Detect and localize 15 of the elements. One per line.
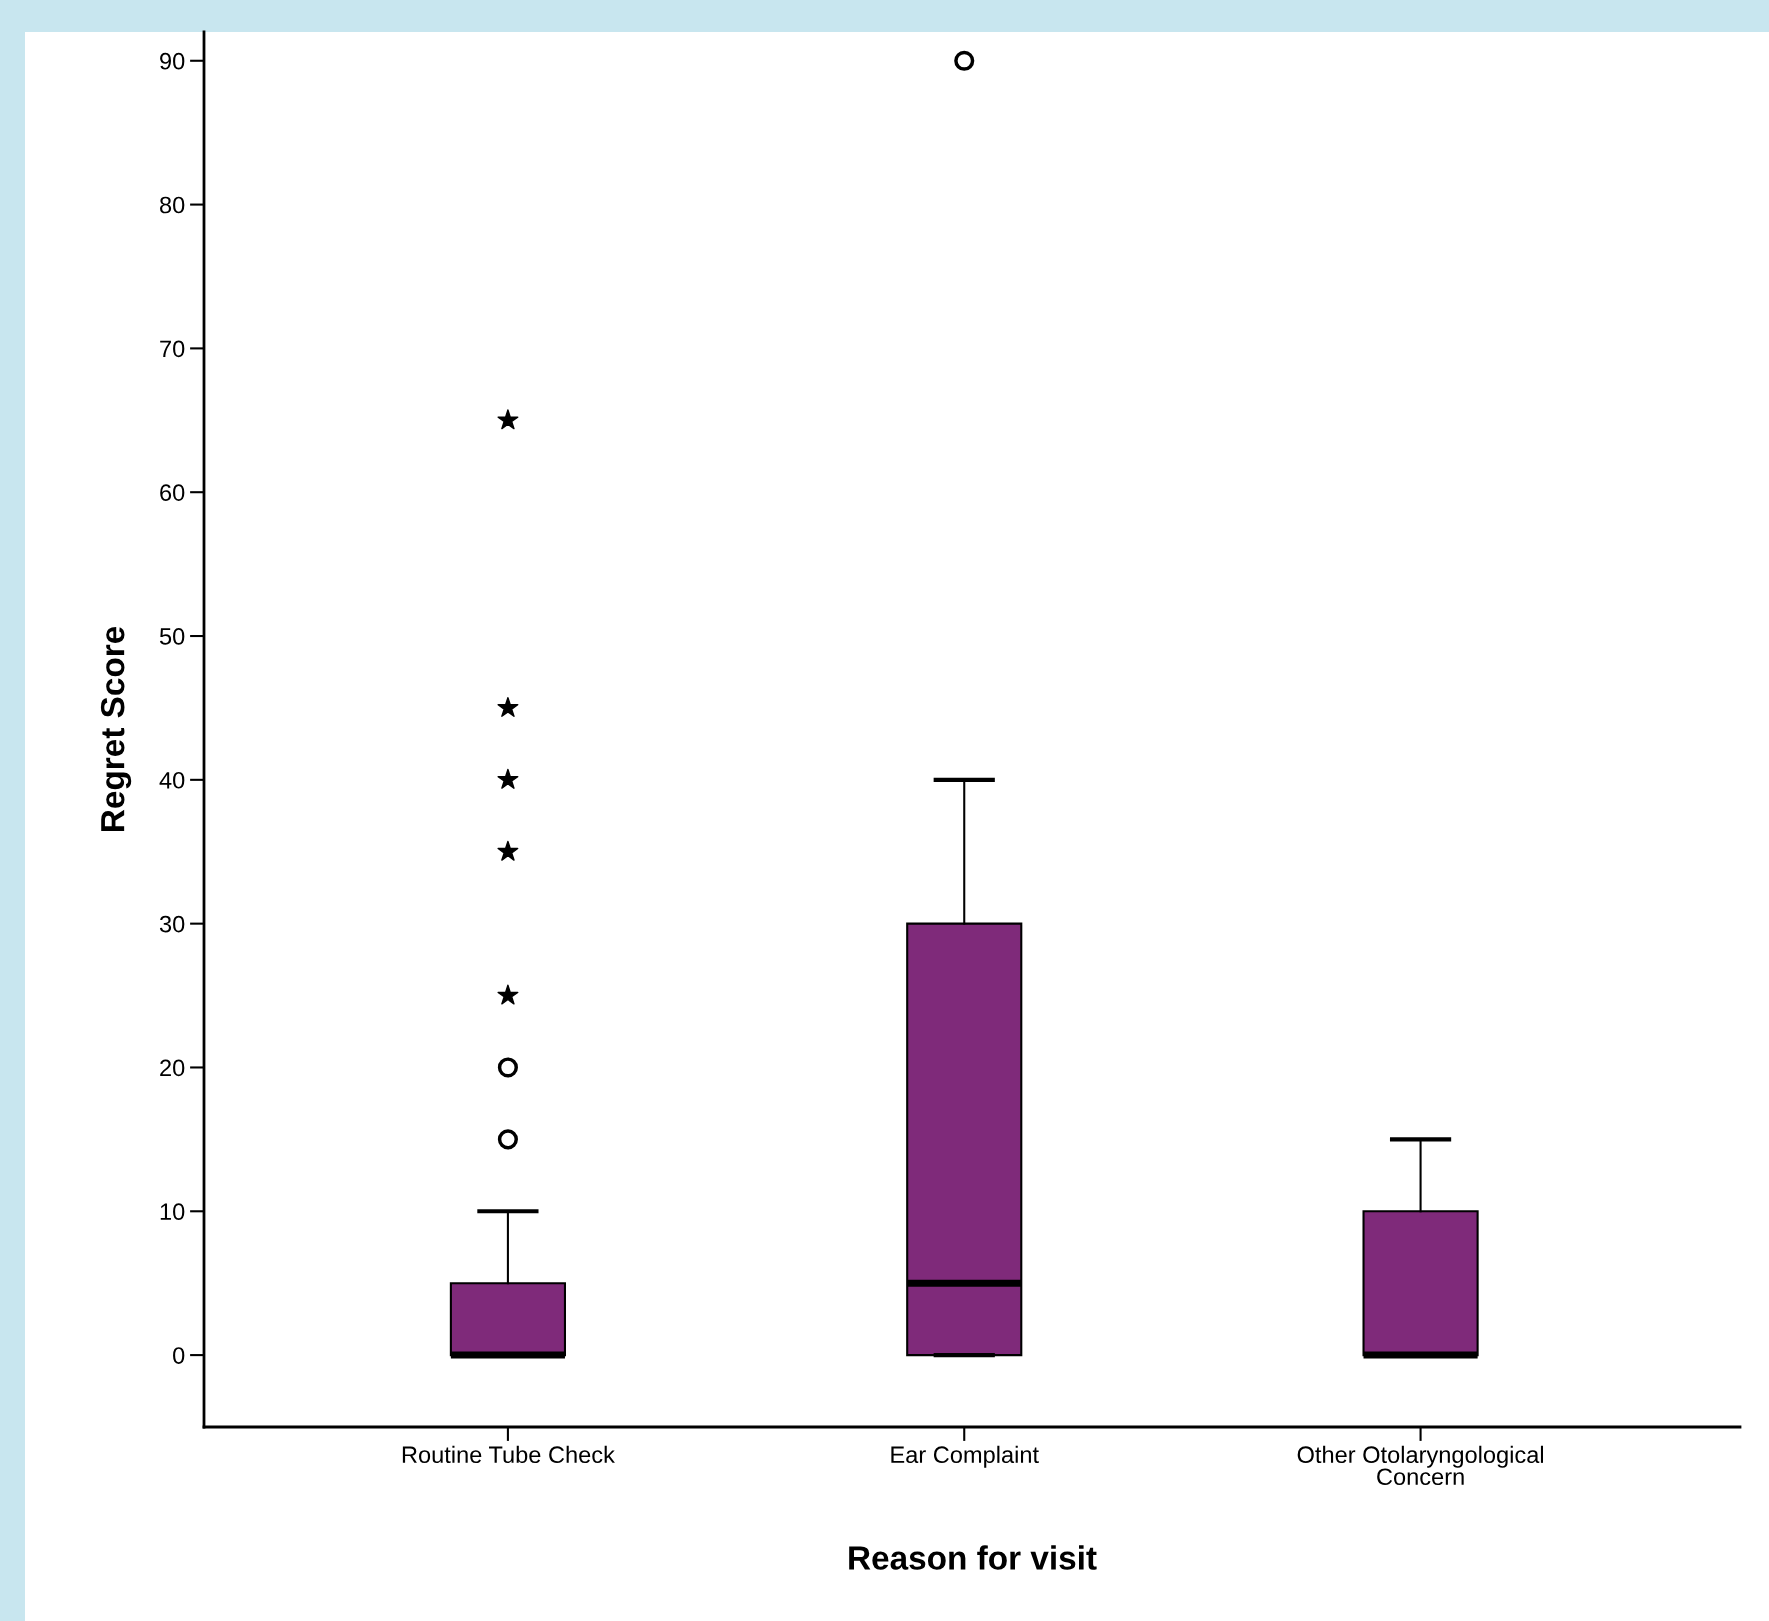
y-tick-label: 40 bbox=[159, 771, 185, 789]
y-tick-label: 0 bbox=[173, 1347, 185, 1364]
y-tick-label: 70 bbox=[160, 340, 185, 358]
y-tick-label: 60 bbox=[160, 484, 185, 501]
x-tick-label: Other Otolaryngological Concern bbox=[1297, 1445, 1544, 1486]
x-axis-title: Reason for visit bbox=[849, 1545, 1097, 1570]
y-tick-label: 20 bbox=[160, 1059, 185, 1077]
y-tick-label: 50 bbox=[159, 628, 185, 645]
y-tick-label: 90 bbox=[160, 52, 185, 70]
y-tick-label: 10 bbox=[160, 1203, 185, 1221]
y-tick-label: 30 bbox=[159, 915, 185, 933]
x-tick-label: Ear Complaint bbox=[891, 1445, 1039, 1468]
y-tick-label: 80 bbox=[160, 196, 185, 214]
x-tick-label: Routine Tube Check bbox=[402, 1445, 615, 1464]
y-axis-title: Regret Score bbox=[100, 626, 132, 832]
